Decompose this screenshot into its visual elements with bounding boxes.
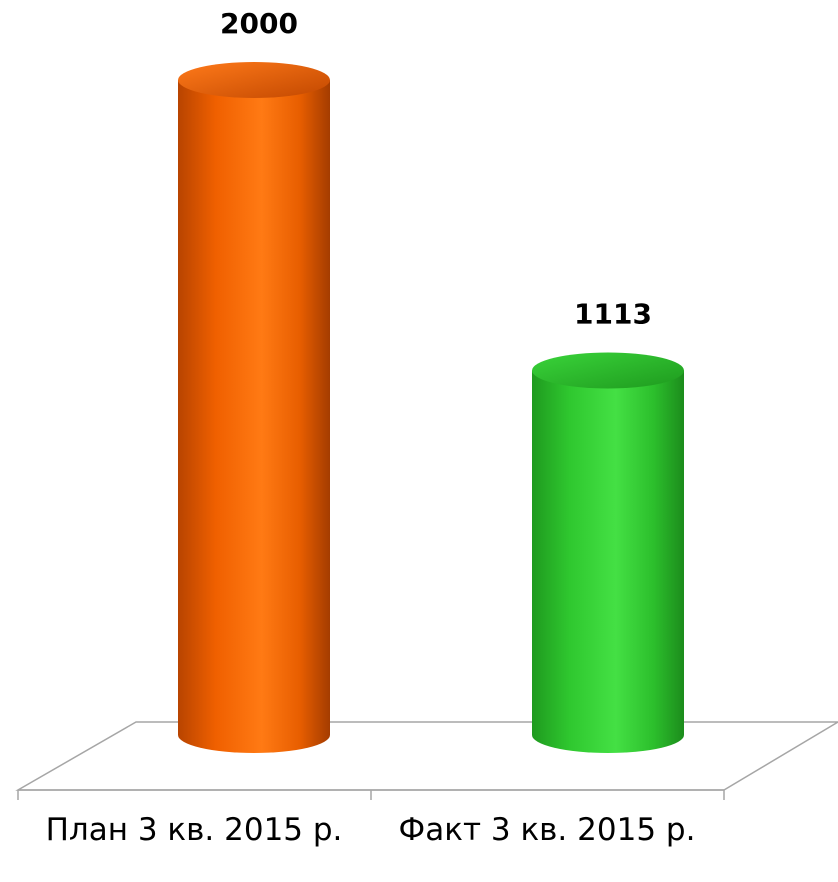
bar: [178, 62, 330, 753]
bar-top: [532, 352, 684, 389]
chart-floor: [15, 721, 838, 791]
bar-body: [178, 80, 330, 753]
bar-body: [532, 370, 684, 753]
data-label: 1113: [574, 297, 652, 330]
bar-top: [178, 62, 330, 98]
x-tick-label: Факт 3 кв. 2015 р.: [399, 812, 696, 848]
bar: [532, 352, 684, 753]
bars-layer: [178, 62, 684, 753]
x-tick-label: План 3 кв. 2015 р.: [46, 812, 343, 848]
data-label: 2000: [220, 7, 298, 40]
